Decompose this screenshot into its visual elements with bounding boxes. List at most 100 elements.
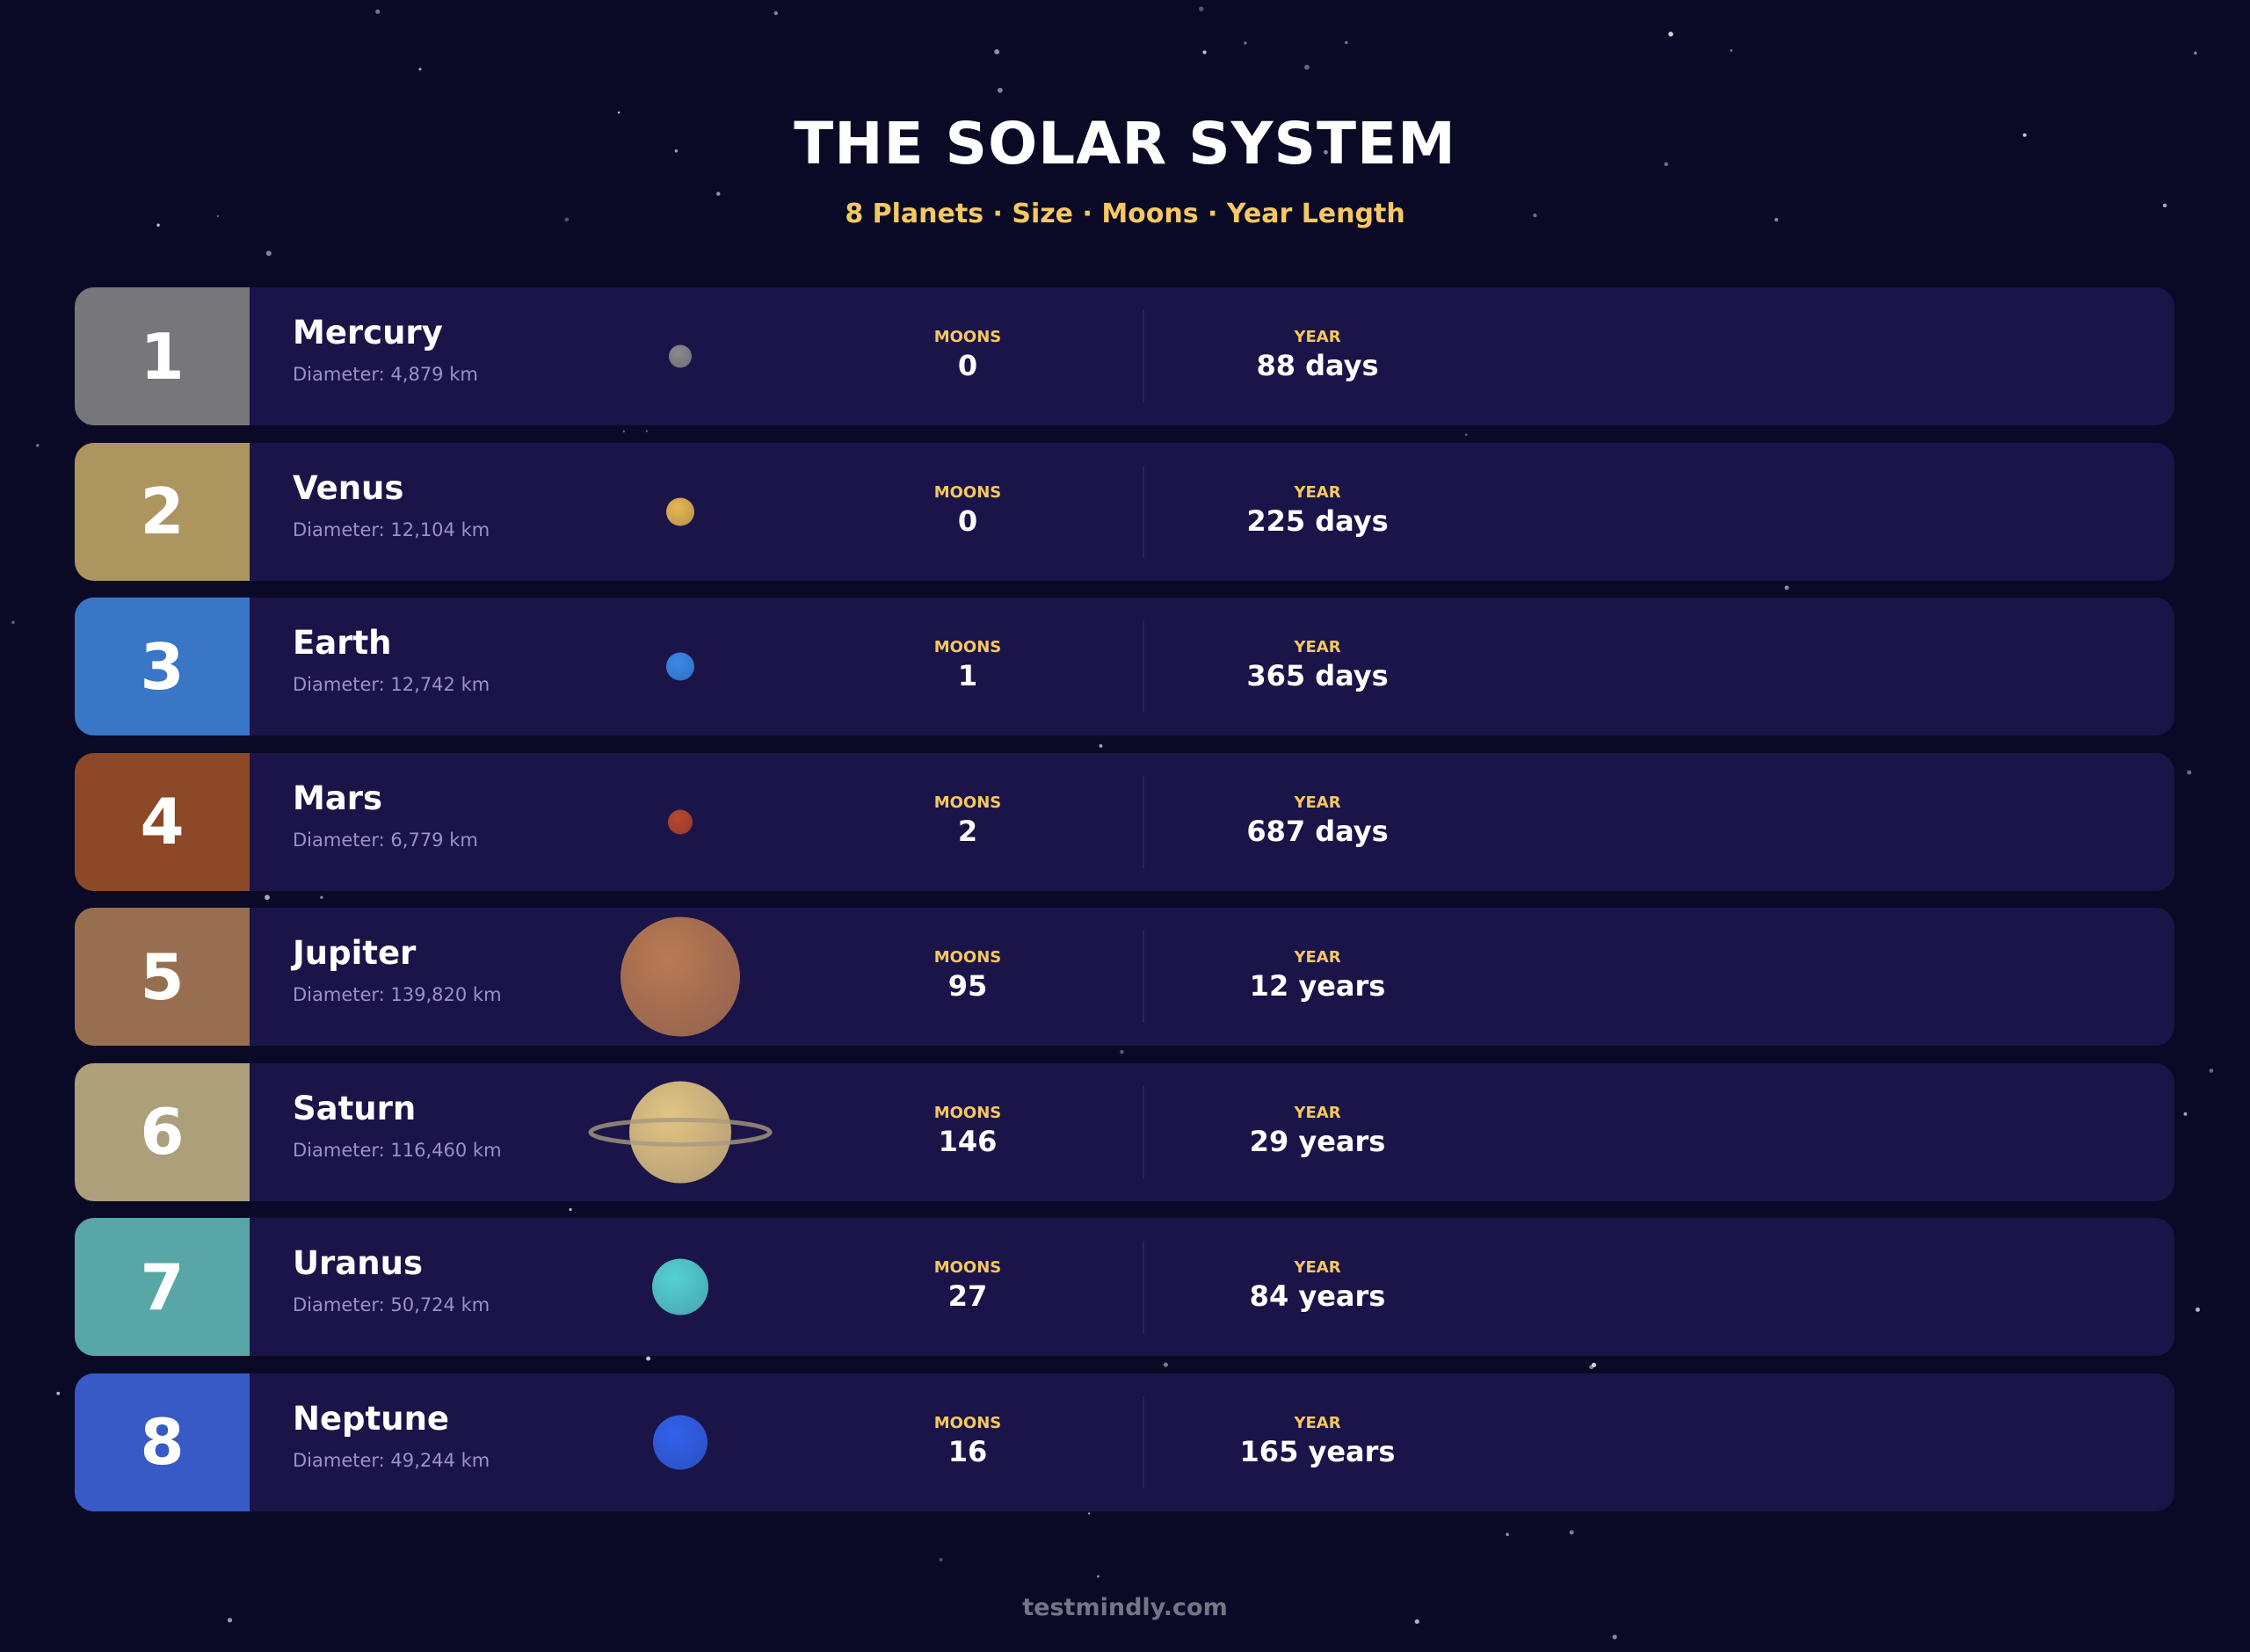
star <box>1202 50 1207 54</box>
planet-diameter: Diameter: 12,742 km <box>293 674 490 695</box>
year-label: YEAR <box>1294 482 1341 502</box>
star <box>1774 217 1779 222</box>
star <box>36 444 40 447</box>
star <box>716 192 721 196</box>
planet-row: 5 Jupiter Diameter: 139,820 km MOONS 95 YEAR 1… <box>75 908 2174 1046</box>
moons-label: MOONS <box>933 638 1002 656</box>
star <box>1096 1575 1100 1578</box>
star <box>1414 1619 1419 1624</box>
planet <box>629 1081 731 1183</box>
star <box>1668 32 1673 37</box>
year-value: 88 days <box>1256 349 1379 382</box>
planet-row: 8 Neptune Diameter: 49,244 km MOONS 16 YEAR 16… <box>75 1373 2174 1511</box>
star <box>1244 41 1247 45</box>
planet-icon <box>652 1258 708 1315</box>
star <box>1199 6 1204 11</box>
planet <box>653 1415 708 1469</box>
star <box>2194 51 2197 55</box>
planet <box>621 917 740 1037</box>
moons-value: 0 <box>957 349 978 382</box>
star <box>998 87 1003 93</box>
moons-label: MOONS <box>933 482 1002 502</box>
divider <box>1143 931 1144 1023</box>
star <box>11 620 15 624</box>
divider <box>1143 1085 1144 1178</box>
planet-number: 4 <box>75 752 250 891</box>
moons-value: 146 <box>938 1124 998 1158</box>
planet-diameter: Diameter: 12,104 km <box>293 518 490 540</box>
planet-icon <box>588 1081 773 1183</box>
star <box>622 430 625 433</box>
planet-name: Uranus <box>293 1244 423 1282</box>
year-label: YEAR <box>1294 1258 1341 1277</box>
planet-name: Mercury <box>293 314 443 351</box>
star <box>1569 1530 1574 1535</box>
planet-name: Saturn <box>293 1089 417 1127</box>
planet-icon <box>666 652 694 681</box>
star <box>1099 743 1103 748</box>
star <box>2022 133 2027 137</box>
moons-value: 16 <box>947 1434 988 1468</box>
year-value: 687 days <box>1246 814 1389 848</box>
moons-value: 1 <box>957 659 978 692</box>
divider <box>1143 465 1144 558</box>
title: THE SOLAR SYSTEM <box>794 110 1456 178</box>
planet-diameter: Diameter: 139,820 km <box>293 984 502 1005</box>
divider <box>1143 775 1144 868</box>
planet-number: 7 <box>75 1218 250 1356</box>
planet-number: 5 <box>75 908 250 1046</box>
divider <box>1143 1241 1144 1333</box>
star <box>2162 203 2167 208</box>
star <box>939 1558 943 1561</box>
planet <box>666 652 694 681</box>
year-value: 29 years <box>1249 1124 1386 1158</box>
moons-label: MOONS <box>933 1258 1002 1277</box>
year-value: 12 years <box>1249 969 1386 1003</box>
planet <box>652 1258 708 1315</box>
star <box>617 111 621 114</box>
star <box>1506 1532 1509 1537</box>
planet-name: Venus <box>293 468 404 507</box>
star <box>1345 40 1348 45</box>
star <box>56 1391 61 1395</box>
moons-label: MOONS <box>933 1103 1002 1122</box>
star <box>2187 770 2192 775</box>
planet-row: 4 Mars Diameter: 6,779 km MOONS 2 YEAR 687 day… <box>75 752 2174 891</box>
planet-diameter: Diameter: 50,724 km <box>293 1294 490 1315</box>
year-value: 225 days <box>1246 504 1389 538</box>
divider <box>1143 1395 1144 1489</box>
star <box>773 11 778 16</box>
star <box>646 1356 651 1361</box>
moons-value: 0 <box>957 504 978 538</box>
star <box>569 1207 572 1212</box>
star <box>216 214 220 218</box>
year-value: 365 days <box>1246 659 1389 692</box>
star <box>418 68 422 71</box>
planet-icon <box>653 1415 708 1469</box>
year-label: YEAR <box>1294 328 1341 346</box>
star <box>2183 1112 2188 1116</box>
planet-number: 1 <box>75 287 250 425</box>
moons-label: MOONS <box>933 1413 1002 1432</box>
star <box>994 49 1000 54</box>
star <box>1464 433 1468 436</box>
planet-diameter: Diameter: 6,779 km <box>293 829 478 851</box>
star <box>2209 1069 2214 1073</box>
planet-name: Earth <box>293 624 392 662</box>
year-value: 165 years <box>1239 1434 1396 1468</box>
year-label: YEAR <box>1294 1413 1341 1432</box>
planet-icon <box>668 809 693 834</box>
year-value: 84 years <box>1249 1279 1386 1313</box>
moons-label: MOONS <box>933 328 1002 346</box>
star <box>156 223 160 227</box>
planet-icon <box>621 917 740 1037</box>
planet-icon <box>666 497 694 525</box>
star <box>1612 1634 1617 1640</box>
moons-label: MOONS <box>933 948 1002 967</box>
subtitle: 8 Planets · Size · Moons · Year Length <box>845 199 1405 229</box>
star <box>2196 1307 2200 1312</box>
planet-number: 3 <box>75 598 250 735</box>
planet <box>669 344 692 368</box>
moons-value: 27 <box>947 1279 988 1313</box>
